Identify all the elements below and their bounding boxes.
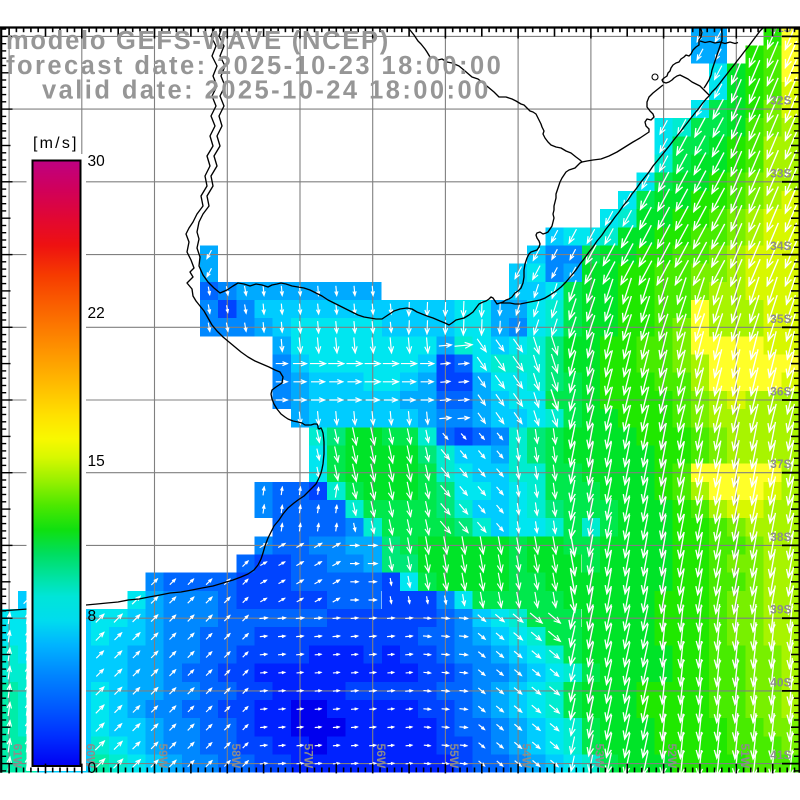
svg-text:37S: 37S xyxy=(770,457,791,471)
svg-text:58W: 58W xyxy=(229,744,243,769)
svg-text:57W: 57W xyxy=(302,744,316,769)
svg-text:22: 22 xyxy=(88,305,105,322)
svg-text:36S: 36S xyxy=(770,385,791,399)
svg-text:35S: 35S xyxy=(770,312,791,326)
svg-text:[m/s]: [m/s] xyxy=(33,135,79,152)
svg-text:60W: 60W xyxy=(83,744,97,769)
svg-text:55W: 55W xyxy=(447,744,461,769)
svg-text:54W: 54W xyxy=(520,744,534,769)
svg-text:34S: 34S xyxy=(770,239,791,253)
svg-text:40S: 40S xyxy=(770,675,791,689)
svg-text:31S: 31S xyxy=(770,21,791,35)
svg-text:53W: 53W xyxy=(592,744,606,769)
svg-text:56W: 56W xyxy=(374,744,388,769)
svg-text:forecast date: 2025-10-23 18:0: forecast date: 2025-10-23 18:00:00 xyxy=(6,52,503,80)
svg-text:32S: 32S xyxy=(770,94,791,108)
svg-text:41S: 41S xyxy=(770,748,791,762)
svg-text:8: 8 xyxy=(88,608,97,625)
svg-text:51W: 51W xyxy=(738,744,752,769)
svg-text:38S: 38S xyxy=(770,530,791,544)
svg-text:modelo GEFS-WAVE (NCEP): modelo GEFS-WAVE (NCEP) xyxy=(6,27,390,55)
svg-text:0: 0 xyxy=(88,760,97,777)
svg-text:39S: 39S xyxy=(770,603,791,617)
svg-text:52W: 52W xyxy=(665,744,679,769)
svg-text:30: 30 xyxy=(88,153,106,170)
svg-text:valid date: 2025-10-24 18:00:0: valid date: 2025-10-24 18:00:00 xyxy=(42,77,491,105)
svg-text:61W: 61W xyxy=(11,744,25,769)
svg-text:33S: 33S xyxy=(770,166,791,180)
svg-text:59W: 59W xyxy=(156,744,170,769)
svg-text:15: 15 xyxy=(88,453,105,470)
